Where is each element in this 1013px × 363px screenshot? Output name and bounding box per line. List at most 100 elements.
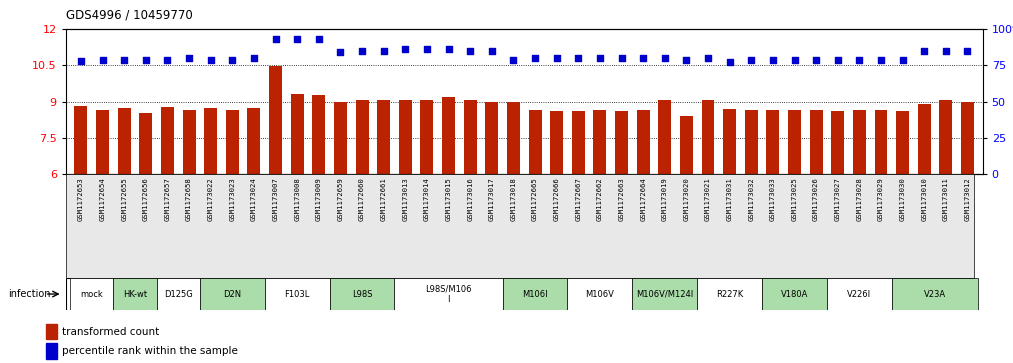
Bar [832,111,844,174]
Bar [594,110,607,174]
Bar [874,110,887,174]
Point [138,57,154,62]
Point [549,55,565,61]
Point [159,57,175,62]
Bar [113,278,157,310]
Text: GSM1173020: GSM1173020 [684,178,690,221]
Point [267,36,284,42]
Text: GSM1173018: GSM1173018 [511,178,517,221]
Text: GSM1173009: GSM1173009 [316,178,322,221]
Point [483,48,499,54]
Text: infection: infection [8,289,51,299]
Text: GSM1173016: GSM1173016 [467,178,473,221]
Text: GSM1173022: GSM1173022 [208,178,214,221]
Text: GSM1172653: GSM1172653 [78,178,84,221]
Point [203,57,219,62]
Text: GSM1172656: GSM1172656 [143,178,149,221]
Point [418,46,435,52]
Point [786,57,802,62]
Bar [697,278,762,310]
Bar [485,102,498,174]
Bar [226,110,239,174]
Bar [205,109,217,174]
Bar [502,278,567,310]
Point [830,57,846,62]
Text: GSM1173027: GSM1173027 [835,178,841,221]
Text: GSM1172665: GSM1172665 [532,178,538,221]
Bar [745,110,758,174]
Point [505,57,522,62]
Text: GSM1173015: GSM1173015 [446,178,452,221]
Text: GSM1172664: GSM1172664 [640,178,646,221]
Text: mock: mock [80,290,103,298]
Point [332,49,348,55]
Text: GSM1173030: GSM1173030 [900,178,906,221]
Text: GSM1173013: GSM1173013 [402,178,408,221]
Bar [70,278,113,310]
Bar [762,278,827,310]
Point [181,55,198,61]
Text: GSM1173023: GSM1173023 [229,178,235,221]
Bar [702,100,714,174]
Bar [75,106,87,174]
Point [354,48,370,54]
Text: GSM1173021: GSM1173021 [705,178,711,221]
Bar [506,102,520,174]
Bar [891,278,979,310]
Bar [200,278,264,310]
Bar [140,113,152,174]
Text: GSM1173017: GSM1173017 [489,178,494,221]
Bar [329,278,394,310]
Text: GSM1173011: GSM1173011 [943,178,949,221]
Bar [157,278,200,310]
Bar [264,278,329,310]
Text: GSM1173026: GSM1173026 [813,178,820,221]
Point [73,58,89,64]
Point [116,57,133,62]
Point [94,57,110,62]
Text: V226I: V226I [847,290,871,298]
Text: GSM1173019: GSM1173019 [661,178,668,221]
Bar [827,278,891,310]
Point [441,46,457,52]
Bar [567,278,632,310]
Point [289,36,305,42]
Text: GSM1173032: GSM1173032 [749,178,755,221]
Text: GSM1173007: GSM1173007 [272,178,279,221]
Text: V180A: V180A [781,290,808,298]
Text: M106I: M106I [523,290,548,298]
Text: GSM1173033: GSM1173033 [770,178,776,221]
Text: M106V: M106V [586,290,614,298]
Point [938,48,954,54]
Bar [658,101,672,174]
Text: GSM1172657: GSM1172657 [164,178,170,221]
Bar [615,111,628,174]
Point [744,57,760,62]
Bar [46,324,57,339]
Bar [636,110,649,174]
Bar [182,110,196,174]
Text: L98S/M106
I: L98S/M106 I [425,284,472,304]
Text: percentile rank within the sample: percentile rank within the sample [62,346,238,356]
Bar [550,111,563,174]
Point [959,48,976,54]
Bar [442,97,455,174]
Bar [399,100,412,174]
Bar [394,278,502,310]
Text: GSM1172655: GSM1172655 [122,178,128,221]
Text: GSM1172666: GSM1172666 [554,178,559,221]
Point [721,60,737,65]
Text: GSM1173024: GSM1173024 [251,178,257,221]
Bar [809,110,823,174]
Point [700,55,716,61]
Point [224,57,240,62]
Point [808,57,825,62]
Text: GSM1173008: GSM1173008 [294,178,300,221]
Point [246,55,262,61]
Text: GSM1173014: GSM1173014 [423,178,430,221]
Text: GSM1172667: GSM1172667 [575,178,581,221]
Bar [118,108,131,174]
Text: GSM1172659: GSM1172659 [337,178,343,221]
Point [462,48,478,54]
Text: GSM1172663: GSM1172663 [619,178,625,221]
